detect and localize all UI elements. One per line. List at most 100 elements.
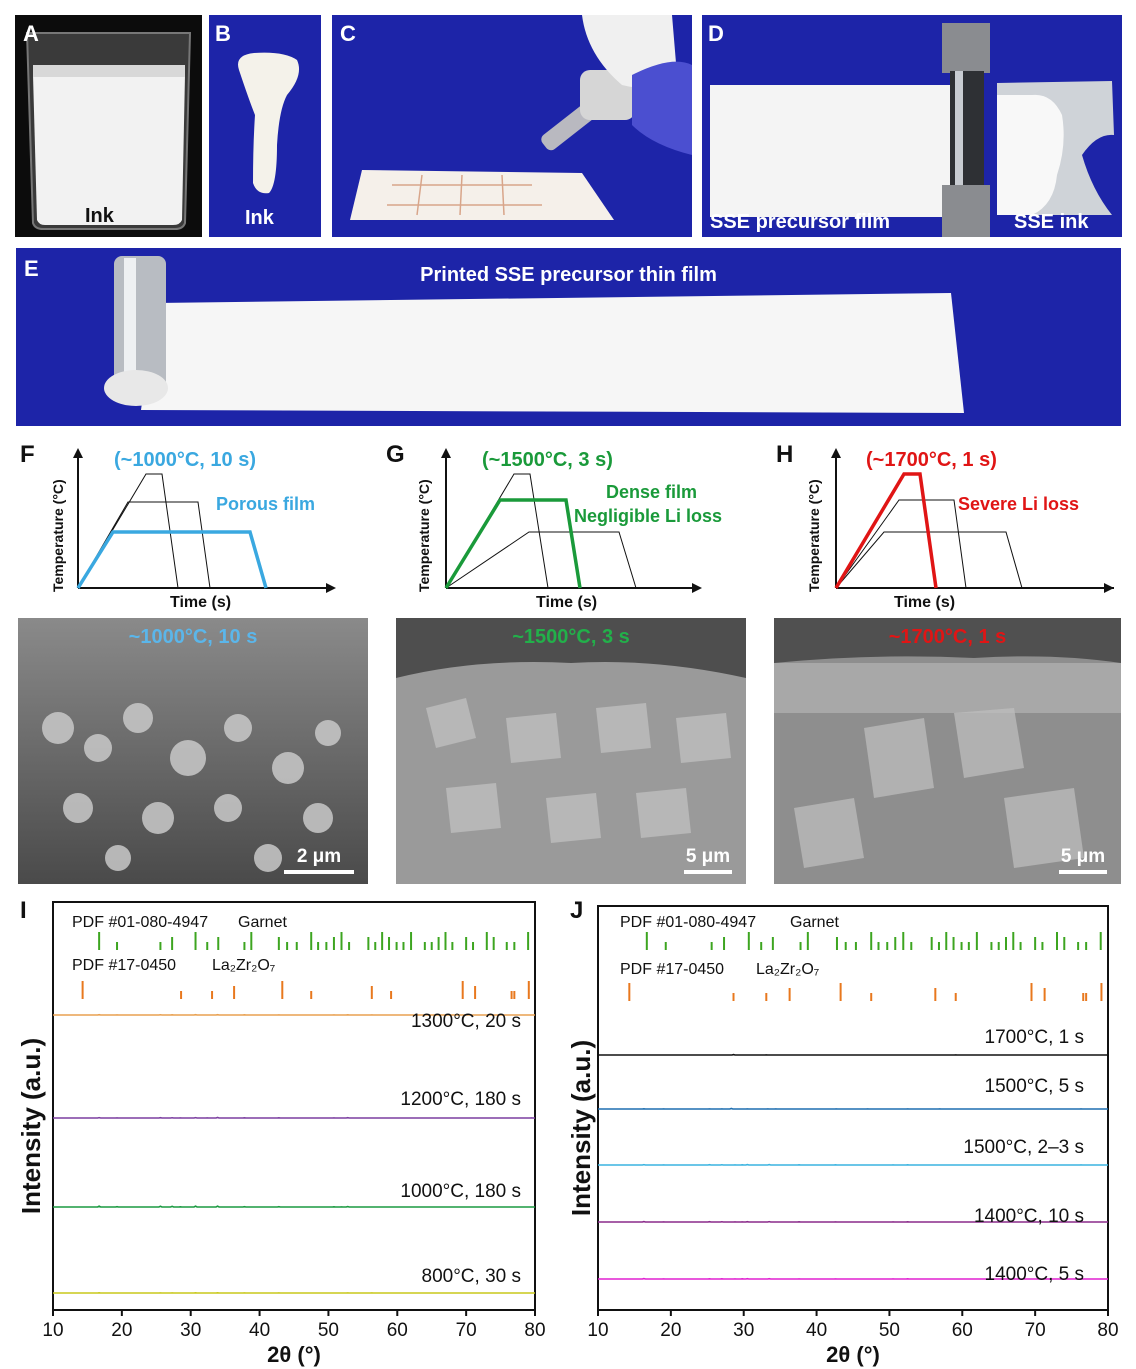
xrd-i-xtick-label-80: 80 [524,1320,545,1341]
xrd-i-series-3-label: 800°C, 30 s [422,1266,522,1287]
xrd-i-ref-0-name: PDF #01-080-4947 [72,914,208,931]
profile-h-ylabel: Temperature (°C) [806,479,822,592]
profile-h-xlabel: Time (s) [894,594,955,611]
sem-texture-dense [396,618,746,884]
xrd-j-series-4-label: 1400°C, 5 s [985,1264,1085,1285]
xrd-j-series-2-label: 1500°C, 2–3 s [963,1137,1084,1158]
profile-g-note2: Negligible Li loss [574,506,722,526]
sem-image-1500c: ~1500°C, 3 s 5 μm [396,618,746,884]
roller-coating-illustration [710,23,1114,237]
xrd-i-frame [52,901,536,1311]
xrd-j-ref-0-phase: Garnet [790,914,839,931]
scale-bar-5um-g: 5 μm [684,846,732,874]
profile-panel-h: H (~1700°C, 1 s) Severe Li loss Temperat… [776,441,1114,611]
caption-ink-a: Ink [85,205,114,227]
xrd-i-series-0-label: 1300°C, 20 s [411,1011,521,1032]
panel-label-e: E [24,256,39,281]
profile-panel-f: F (~1000°C, 10 s) Porous film Temperatur… [20,441,336,611]
xrd-i-xtick-label-30: 30 [180,1320,201,1341]
profile-g-condition: (~1500°C, 3 s) [482,449,613,471]
profile-g-ylabel: Temperature (°C) [416,479,432,592]
profile-g-note1: Dense film [606,482,697,502]
photo-panel-d: D SSE precursor film SSE ink [702,15,1122,237]
panel-label-c: C [340,21,356,46]
sem-texture-melted [774,618,1121,884]
caption-sse-precursor-film: SSE precursor film [710,211,891,233]
xrd-i-series-2-label: 1000°C, 180 s [400,1181,521,1202]
xrd-i-xtick-label-10: 10 [42,1320,63,1341]
xrd-j-xtick-label-50: 50 [879,1320,900,1341]
xrd-j-ref-1-name: PDF #17-0450 [620,961,724,978]
profile-f-xlabel: Time (s) [170,594,231,611]
profile-f-condition: (~1000°C, 10 s) [114,449,256,471]
xrd-i-series-2 [53,1205,535,1208]
xrd-j-xtick-label-60: 60 [952,1320,973,1341]
sem-image-1700c: ~1700°C, 1 s 5 μm [774,618,1121,884]
xrd-j-ref-0-name: PDF #01-080-4947 [620,914,756,931]
profile-panel-g: G (~1500°C, 3 s) Dense film Negligible L… [386,441,722,611]
sem-texture-porous [18,618,368,884]
xrd-i-ref-1-phase: La₂Zr₂O₇ [212,957,275,974]
panel-label-i: I [20,897,27,924]
xrd-i-xtick-label-60: 60 [387,1320,408,1341]
xrd-j-series-1-label: 1500°C, 5 s [985,1076,1085,1097]
xrd-j-xtick-label-10: 10 [587,1320,608,1341]
photo-panel-e: E Printed SSE precursor thin film [16,248,1121,426]
caption-ink-b: Ink [245,207,274,229]
xrd-i-ref-1-name: PDF #17-0450 [72,957,176,974]
panel-label-h: H [776,441,793,468]
caption-printed-sse-film: Printed SSE precursor thin film [420,264,717,286]
xrd-j-xtick-label-70: 70 [1025,1320,1046,1341]
sem-title-1500c: ~1500°C, 3 s [512,626,630,648]
sem-title-1700c: ~1700°C, 1 s [888,626,1007,648]
xrd-j-frame [597,905,1109,1311]
profile-f-note: Porous film [216,494,315,514]
xrd-i-series-1 [53,1116,535,1119]
xrd-i-ref-0-phase: Garnet [238,914,287,931]
xrd-i-xtick-label-20: 20 [111,1320,132,1341]
xrd-i-series-1-label: 1200°C, 180 s [400,1089,521,1110]
xrd-j-xlabel: 2θ (°) [826,1342,880,1367]
sem-title-1000c: ~1000°C, 10 s [128,626,258,648]
xrd-chart-i: I 10 20 30 40 50 60 70 80 2θ (°) Intensity (a.u.)… [16,897,546,1367]
xrd-i-ylabel: Intensity (a.u.) [16,1038,46,1214]
panel-label-d: D [708,21,724,46]
spray-printing-illustration [350,15,692,220]
photo-panel-b: B Ink [209,15,321,237]
profile-h-note: Severe Li loss [958,494,1079,514]
xrd-i-xtick-label-70: 70 [456,1320,477,1341]
panel-label-j: J [570,897,583,924]
panel-label-b: B [215,21,231,46]
scale-bar-5um-g-label: 5 μm [685,846,731,867]
ink-blob-illustration [238,52,300,194]
xrd-j-xtick-label-80: 80 [1097,1320,1118,1341]
xrd-j-xtick-label-30: 30 [733,1320,754,1341]
sem-image-1000c: ~1000°C, 10 s 2 μm [18,618,368,884]
scale-bar-5um-h: 5 μm [1059,846,1107,874]
xrd-j-xtick-label-40: 40 [806,1320,827,1341]
xrd-j-series-1 [598,1107,1108,1110]
xrd-i-xtick-label-40: 40 [249,1320,270,1341]
profile-h-condition: (~1700°C, 1 s) [866,449,997,471]
scale-bar-5um-h-label: 5 μm [1060,846,1106,867]
beaker-illustration [15,15,202,237]
xrd-i-xtick-label-50: 50 [318,1320,339,1341]
profile-f-ylabel: Temperature (°C) [50,479,66,592]
xrd-j-ylabel: Intensity (a.u.) [568,1040,596,1216]
xrd-j-ref-1-phase: La₂Zr₂O₇ [756,961,819,978]
printed-film-illustration [104,256,964,413]
panel-label-g: G [386,441,405,468]
xrd-j-series-3-label: 1400°C, 10 s [974,1206,1084,1227]
xrd-chart-j: J 10 20 30 40 50 60 70 80 2θ (°) Intensity (a.u.)… [568,897,1119,1367]
xrd-j-series-0-label: 1700°C, 1 s [985,1027,1085,1048]
photo-panel-c: C [332,15,692,237]
xrd-j-xtick-label-20: 20 [660,1320,681,1341]
panel-label-f: F [20,441,35,468]
profile-g-xlabel: Time (s) [536,594,597,611]
panel-label-a: A [23,21,39,46]
photo-panel-a: A Ink [15,15,202,237]
scale-bar-2um-label: 2 μm [296,846,342,867]
caption-sse-ink: SSE ink [1014,211,1089,233]
scale-bar-2um: 2 μm [284,846,354,874]
xrd-i-xlabel: 2θ (°) [267,1342,321,1367]
